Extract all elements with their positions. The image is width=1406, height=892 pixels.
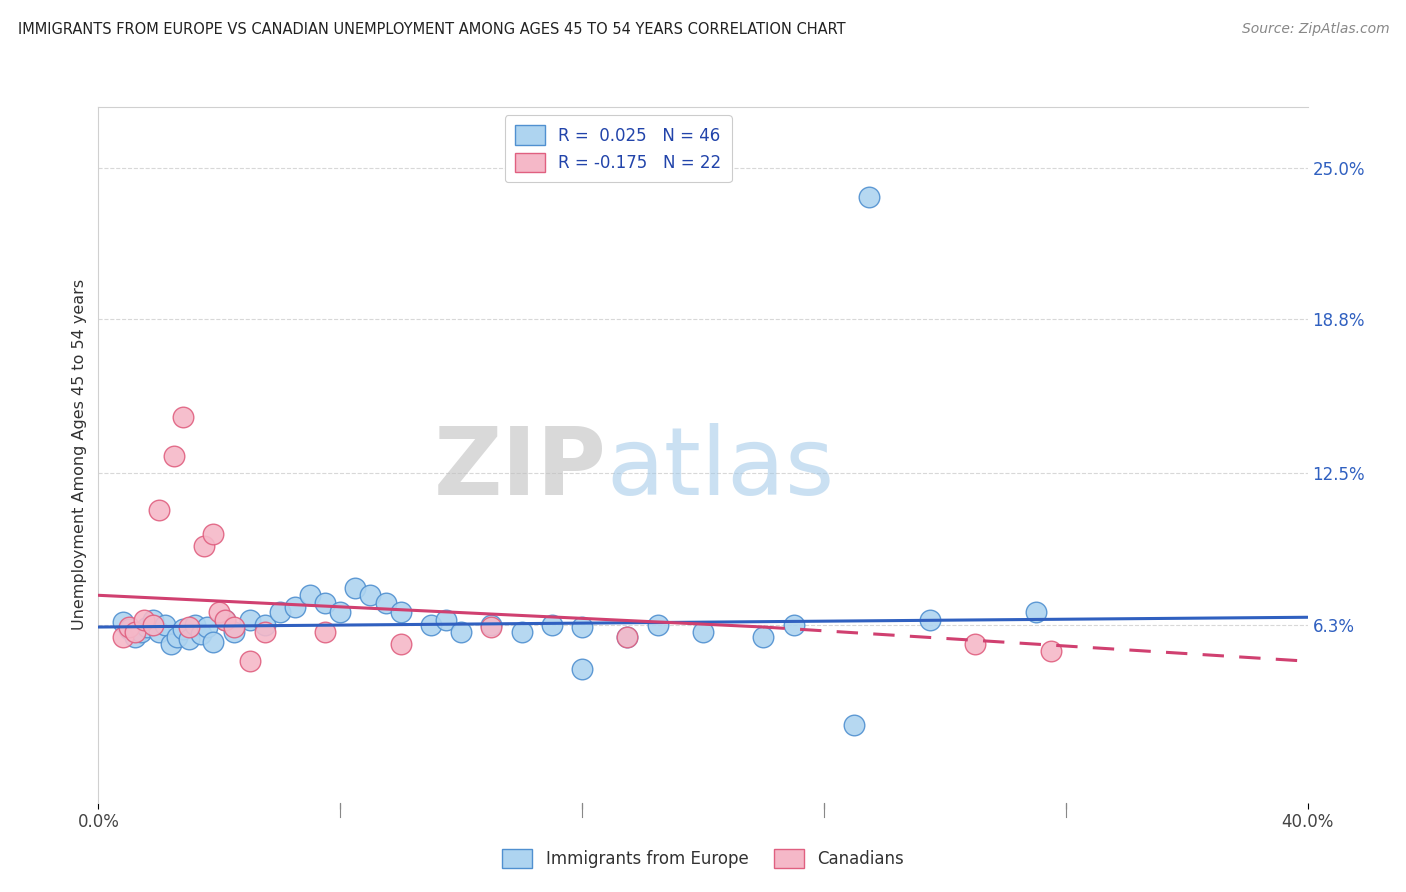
Point bbox=[177, 632, 201, 647]
Legend: Immigrants from Europe, Canadians: Immigrants from Europe, Canadians bbox=[496, 842, 910, 875]
Point bbox=[253, 617, 276, 632]
Point bbox=[172, 410, 194, 425]
Point bbox=[135, 620, 157, 634]
Point bbox=[253, 624, 276, 639]
Point bbox=[153, 617, 176, 632]
Point bbox=[571, 620, 593, 634]
Point bbox=[193, 540, 215, 554]
Point bbox=[214, 613, 236, 627]
Point bbox=[752, 630, 775, 644]
Point bbox=[1024, 606, 1046, 620]
Point bbox=[148, 503, 170, 517]
Point bbox=[344, 581, 367, 595]
Point bbox=[647, 617, 669, 632]
Point bbox=[269, 606, 291, 620]
Point bbox=[239, 613, 262, 627]
Point bbox=[389, 606, 412, 620]
Y-axis label: Unemployment Among Ages 45 to 54 years: Unemployment Among Ages 45 to 54 years bbox=[72, 279, 87, 631]
Point bbox=[844, 717, 866, 731]
Point bbox=[858, 190, 880, 204]
Point bbox=[571, 661, 593, 675]
Point bbox=[419, 617, 441, 632]
Point bbox=[481, 620, 503, 634]
Point bbox=[374, 596, 396, 610]
Point bbox=[202, 634, 225, 648]
Point bbox=[118, 623, 141, 637]
Legend: R =  0.025   N = 46, R = -0.175   N = 22: R = 0.025 N = 46, R = -0.175 N = 22 bbox=[505, 115, 731, 182]
Point bbox=[616, 630, 638, 644]
Point bbox=[124, 630, 146, 644]
Point bbox=[692, 624, 714, 639]
Point bbox=[163, 449, 186, 463]
Text: ZIP: ZIP bbox=[433, 423, 606, 515]
Point bbox=[540, 617, 562, 632]
Point bbox=[510, 624, 533, 639]
Point bbox=[111, 615, 134, 629]
Point bbox=[224, 620, 246, 634]
Point bbox=[239, 654, 262, 668]
Point bbox=[132, 613, 155, 627]
Point bbox=[616, 630, 638, 644]
Point bbox=[314, 596, 336, 610]
Point bbox=[389, 637, 412, 651]
Point bbox=[360, 588, 382, 602]
Point bbox=[450, 624, 472, 639]
Point bbox=[124, 624, 146, 639]
Point bbox=[166, 630, 188, 644]
Point bbox=[208, 606, 231, 620]
Point bbox=[172, 623, 194, 637]
Point bbox=[129, 624, 152, 639]
Point bbox=[284, 600, 307, 615]
Point bbox=[142, 613, 165, 627]
Point bbox=[184, 617, 207, 632]
Text: Source: ZipAtlas.com: Source: ZipAtlas.com bbox=[1241, 22, 1389, 37]
Point bbox=[918, 613, 941, 627]
Point bbox=[481, 617, 503, 632]
Point bbox=[1039, 644, 1062, 658]
Point bbox=[202, 527, 225, 541]
Point bbox=[329, 606, 352, 620]
Point bbox=[965, 637, 987, 651]
Text: IMMIGRANTS FROM EUROPE VS CANADIAN UNEMPLOYMENT AMONG AGES 45 TO 54 YEARS CORREL: IMMIGRANTS FROM EUROPE VS CANADIAN UNEMP… bbox=[18, 22, 846, 37]
Point bbox=[118, 620, 141, 634]
Point bbox=[160, 637, 183, 651]
Point bbox=[299, 588, 322, 602]
Point bbox=[142, 617, 165, 632]
Point bbox=[148, 624, 170, 639]
Point bbox=[177, 620, 201, 634]
Point bbox=[434, 613, 457, 627]
Point bbox=[214, 613, 236, 627]
Point bbox=[195, 620, 218, 634]
Point bbox=[190, 627, 212, 641]
Point bbox=[782, 617, 804, 632]
Point bbox=[111, 630, 134, 644]
Point bbox=[224, 624, 246, 639]
Text: atlas: atlas bbox=[606, 423, 835, 515]
Point bbox=[314, 624, 336, 639]
